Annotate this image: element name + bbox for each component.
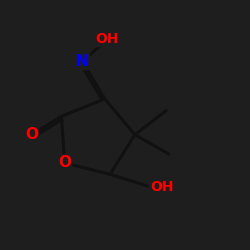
Text: N: N bbox=[76, 54, 89, 69]
Text: O: O bbox=[58, 156, 71, 170]
Text: OH: OH bbox=[96, 32, 119, 46]
Text: OH: OH bbox=[150, 180, 173, 194]
Text: O: O bbox=[25, 127, 38, 142]
